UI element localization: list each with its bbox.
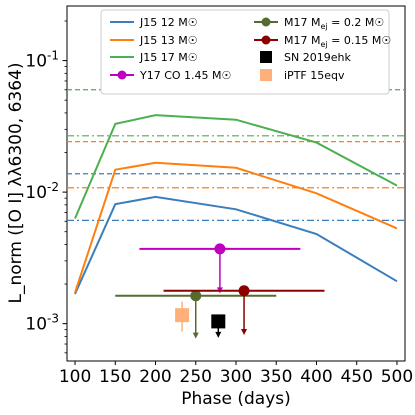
x-tick-label: 400 xyxy=(300,367,332,387)
legend-label: Y17 CO 1.45 M☉ xyxy=(139,69,231,82)
series-line xyxy=(74,161,398,294)
series-line xyxy=(74,195,398,295)
series-line xyxy=(74,114,398,219)
y-tick-label: 10-3 xyxy=(25,312,59,335)
legend-label: iPTF 15eqv xyxy=(284,69,345,82)
arrow-head xyxy=(192,332,199,339)
data-point xyxy=(211,314,226,329)
x-axis: 100 150 200 250 300 350 400 450 500 xyxy=(59,361,413,387)
legend-marker xyxy=(261,17,271,27)
data-point xyxy=(214,243,226,255)
legend-label: J15 17 M☉ xyxy=(139,51,198,64)
model-curves xyxy=(74,114,398,295)
legend-label: J15 13 M☉ xyxy=(139,34,198,47)
data-point xyxy=(175,308,190,323)
observation-points xyxy=(115,243,325,339)
legend-label: SN 2019ehk xyxy=(284,51,351,64)
x-axis-label: Phase (days) xyxy=(181,389,291,409)
legend: J15 12 M☉ J15 13 M☉ J15 17 M☉ Y17 CO 1.45 M… xyxy=(100,9,391,95)
legend-marker xyxy=(260,51,272,63)
data-point xyxy=(238,285,250,297)
x-tick-label: 250 xyxy=(180,367,212,387)
legend-marker xyxy=(117,70,127,80)
legend-label: M17 Mej = 0.15 M☉ xyxy=(284,34,391,49)
x-tick-label: 500 xyxy=(381,367,413,387)
arrow-head xyxy=(241,328,248,335)
reference-lines xyxy=(67,89,405,221)
x-tick-label: 350 xyxy=(260,367,292,387)
y-axis-label: L_norm ([O I] λλ6300, 6364) xyxy=(6,63,26,304)
arrow-head xyxy=(215,331,222,338)
y-tick-label: 10-1 xyxy=(25,49,59,72)
x-tick-label: 200 xyxy=(139,367,171,387)
x-tick-label: 100 xyxy=(59,367,91,387)
legend-box xyxy=(100,9,390,95)
data-point xyxy=(190,290,202,302)
y-tick-label: 10-2 xyxy=(25,180,59,203)
x-tick-label: 450 xyxy=(340,367,372,387)
legend-marker xyxy=(261,35,271,45)
x-tick-label: 150 xyxy=(99,367,131,387)
legend-label: M17 Mej = 0.2 M☉ xyxy=(284,16,384,31)
x-tick-label: 300 xyxy=(220,367,252,387)
legend-marker xyxy=(260,69,272,81)
y-axis: 10-3 10-2 10-1 xyxy=(25,20,67,354)
legend-label: J15 12 M☉ xyxy=(139,16,198,29)
